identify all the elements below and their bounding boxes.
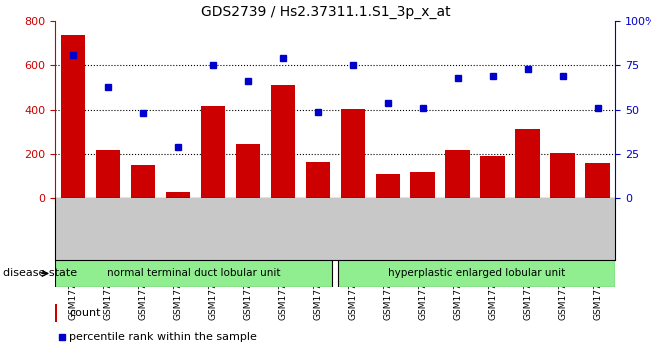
Text: percentile rank within the sample: percentile rank within the sample <box>70 332 257 342</box>
Text: normal terminal duct lobular unit: normal terminal duct lobular unit <box>107 268 281 279</box>
Bar <box>411 172 435 198</box>
Bar <box>236 144 260 198</box>
Bar <box>96 149 120 198</box>
Bar <box>338 260 615 287</box>
Text: GDS2739 / Hs2.37311.1.S1_3p_x_at: GDS2739 / Hs2.37311.1.S1_3p_x_at <box>201 5 450 19</box>
Text: disease state: disease state <box>3 268 77 279</box>
Bar <box>201 107 225 198</box>
Bar <box>376 175 400 198</box>
Bar <box>131 166 155 198</box>
Bar <box>61 34 85 198</box>
Bar <box>551 153 575 198</box>
Bar <box>480 156 505 198</box>
Bar <box>340 109 365 198</box>
Bar <box>516 129 540 198</box>
Bar <box>55 260 333 287</box>
Bar <box>585 163 610 198</box>
Text: count: count <box>70 308 101 318</box>
Bar <box>271 85 295 198</box>
Bar <box>445 149 470 198</box>
Bar <box>55 304 57 321</box>
Bar <box>165 192 190 198</box>
Text: hyperplastic enlarged lobular unit: hyperplastic enlarged lobular unit <box>388 268 565 279</box>
Bar <box>305 162 330 198</box>
